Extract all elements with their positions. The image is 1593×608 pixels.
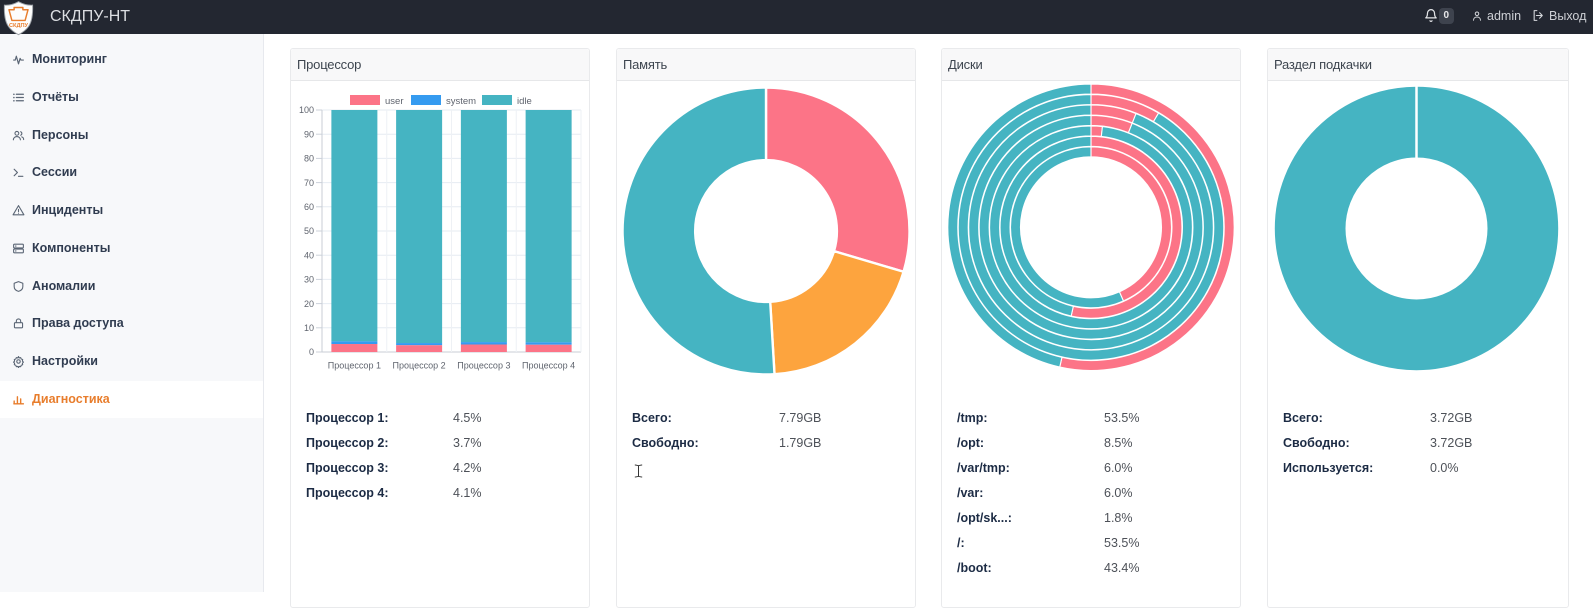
svg-text:СКДПУ: СКДПУ (9, 23, 29, 29)
svg-text:60: 60 (304, 202, 314, 212)
svg-text:Процессор 1: Процессор 1 (328, 361, 381, 371)
svg-text:20: 20 (304, 299, 314, 309)
svg-text:user: user (385, 96, 403, 107)
svg-text:idle: idle (517, 96, 532, 107)
svg-text:100: 100 (299, 105, 314, 115)
svg-text:Процессор 4: Процессор 4 (522, 361, 575, 371)
svg-text:Процессор 3: Процессор 3 (457, 361, 510, 371)
svg-text:50: 50 (304, 226, 314, 236)
svg-text:0: 0 (309, 347, 314, 357)
svg-text:70: 70 (304, 178, 314, 188)
svg-text:80: 80 (304, 154, 314, 164)
svg-text:system: system (446, 96, 476, 107)
svg-text:Процессор 2: Процессор 2 (393, 361, 446, 371)
svg-text:40: 40 (304, 250, 314, 260)
svg-text:30: 30 (304, 275, 314, 285)
svg-text:90: 90 (304, 129, 314, 139)
svg-text:10: 10 (304, 323, 314, 333)
